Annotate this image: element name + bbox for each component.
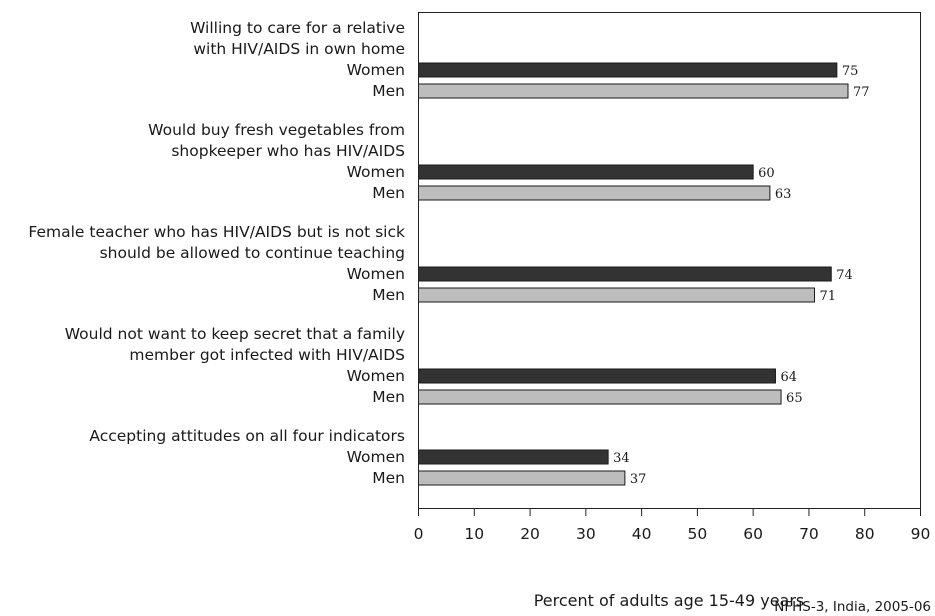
bar-men — [418, 389, 782, 405]
data-label: 65 — [786, 391, 803, 406]
bar-men — [418, 287, 816, 303]
series-label-men: Men — [372, 184, 405, 202]
category-label: Would buy fresh vegetables from — [148, 121, 405, 139]
data-label: 37 — [630, 472, 647, 487]
series-label-women: Women — [347, 163, 405, 181]
category-label: should be allowed to continue teaching — [100, 244, 405, 262]
series-label-men: Men — [372, 286, 405, 304]
data-label: 63 — [775, 187, 792, 202]
series-label-men: Men — [372, 388, 405, 406]
data-label: 77 — [853, 85, 870, 100]
bar-women — [418, 449, 609, 465]
bar-men — [418, 185, 771, 201]
series-label-women: Women — [347, 61, 405, 79]
category-label: shopkeeper who has HIV/AIDS — [171, 142, 405, 160]
data-label: 64 — [780, 370, 797, 385]
x-tick-label: 10 — [464, 525, 484, 543]
bar-women — [418, 62, 838, 78]
category-label: member got infected with HIV/AIDS — [129, 346, 405, 364]
category-label: Willing to care for a relative — [190, 19, 405, 37]
data-label: 60 — [758, 166, 775, 181]
data-label: 75 — [842, 64, 859, 79]
bar-men — [418, 470, 626, 486]
data-label: 74 — [836, 268, 853, 283]
x-tick-label: 40 — [632, 525, 652, 543]
category-label: Accepting attitudes on all four indicato… — [89, 427, 405, 445]
bar-women — [418, 266, 832, 282]
series-label-women: Women — [347, 448, 405, 466]
x-tick-label: 0 — [414, 525, 424, 543]
data-label: 71 — [820, 289, 837, 304]
bar-women — [418, 368, 776, 384]
series-label-women: Women — [347, 367, 405, 385]
series-label-men: Men — [372, 82, 405, 100]
category-labels: Willing to care for a relative with HIV/A… — [28, 19, 405, 487]
x-tick-label: 90 — [911, 525, 931, 543]
series-label-men: Men — [372, 469, 405, 487]
x-tick-label: 70 — [799, 525, 819, 543]
bar-men — [418, 83, 849, 99]
x-tick-label: 30 — [576, 525, 596, 543]
x-axis: 0 10 20 30 40 50 60 70 80 90 — [414, 508, 931, 543]
category-label: Would not want to keep secret that a fam… — [65, 325, 405, 343]
x-tick-label: 20 — [520, 525, 540, 543]
x-tick-label: 60 — [743, 525, 763, 543]
x-tick-label: 80 — [855, 525, 875, 543]
category-label: Female teacher who has HIV/AIDS but is n… — [28, 223, 405, 241]
x-axis-title: Percent of adults age 15-49 years — [534, 591, 805, 610]
bar-women — [418, 164, 754, 180]
data-label: 34 — [613, 451, 630, 466]
series-label-women: Women — [347, 265, 405, 283]
source-note: NFHS-3, India, 2005-06 — [774, 599, 931, 615]
category-label: with HIV/AIDS in own home — [193, 40, 405, 58]
x-tick-label: 50 — [688, 525, 708, 543]
